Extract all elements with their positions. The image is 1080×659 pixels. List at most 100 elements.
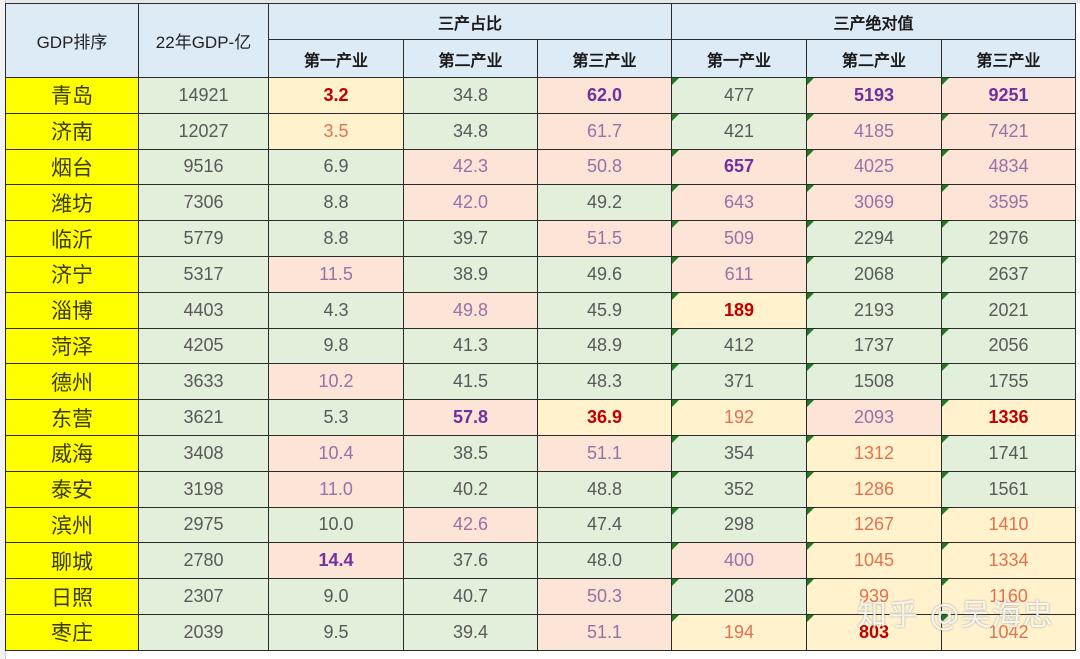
abs-primary-cell[interactable]: 194 [671, 613, 807, 651]
city-cell[interactable]: 东营 [5, 399, 139, 436]
city-cell[interactable]: 聊城 [5, 542, 139, 580]
abs-tertiary-cell[interactable]: 1561 [941, 470, 1076, 508]
header-abs-secondary[interactable]: 第二产业 [806, 39, 942, 78]
gdp-cell[interactable]: 3408 [138, 434, 269, 472]
city-cell[interactable]: 泰安 [5, 470, 139, 508]
header-group-industry-ratio[interactable]: 三产占比 [268, 3, 672, 40]
abs-secondary-cell[interactable]: 2294 [806, 220, 942, 257]
ratio-primary-cell[interactable]: 9.0 [268, 578, 404, 615]
city-cell[interactable]: 滨州 [5, 506, 139, 544]
abs-tertiary-cell[interactable]: 4834 [941, 148, 1076, 186]
abs-secondary-cell[interactable]: 2068 [806, 255, 942, 293]
abs-secondary-cell[interactable]: 2193 [806, 291, 942, 329]
ratio-primary-cell[interactable]: 4.3 [268, 291, 404, 329]
ratio-primary-cell[interactable]: 10.0 [268, 506, 404, 544]
ratio-secondary-cell[interactable]: 34.8 [403, 77, 538, 114]
ratio-tertiary-cell[interactable]: 51.1 [537, 434, 672, 472]
abs-tertiary-cell[interactable]: 3595 [941, 184, 1076, 222]
city-cell[interactable]: 枣庄 [5, 613, 139, 651]
abs-secondary-cell[interactable]: 4185 [806, 112, 942, 150]
ratio-tertiary-cell[interactable]: 51.5 [537, 220, 672, 257]
ratio-tertiary-cell[interactable]: 48.8 [537, 470, 672, 508]
city-cell[interactable]: 济南 [5, 112, 139, 150]
gdp-cell[interactable]: 5779 [138, 220, 269, 257]
ratio-secondary-cell[interactable]: 42.0 [403, 184, 538, 222]
ratio-secondary-cell[interactable]: 38.9 [403, 255, 538, 293]
gdp-cell[interactable]: 2307 [138, 578, 269, 615]
abs-primary-cell[interactable]: 611 [671, 255, 807, 293]
abs-primary-cell[interactable]: 657 [671, 148, 807, 186]
abs-primary-cell[interactable]: 509 [671, 220, 807, 257]
city-cell[interactable]: 威海 [5, 434, 139, 472]
abs-primary-cell[interactable]: 352 [671, 470, 807, 508]
gdp-cell[interactable]: 3621 [138, 399, 269, 436]
ratio-primary-cell[interactable]: 9.5 [268, 613, 404, 651]
ratio-secondary-cell[interactable]: 40.7 [403, 578, 538, 615]
abs-tertiary-cell[interactable]: 2976 [941, 220, 1076, 257]
city-cell[interactable]: 潍坊 [5, 184, 139, 222]
abs-primary-cell[interactable]: 189 [671, 291, 807, 329]
ratio-tertiary-cell[interactable]: 49.2 [537, 184, 672, 222]
abs-secondary-cell[interactable]: 4025 [806, 148, 942, 186]
ratio-tertiary-cell[interactable]: 48.3 [537, 363, 672, 401]
city-cell[interactable]: 烟台 [5, 148, 139, 186]
abs-tertiary-cell[interactable]: 1755 [941, 363, 1076, 401]
abs-tertiary-cell[interactable]: 1160 [941, 578, 1076, 615]
ratio-secondary-cell[interactable]: 49.8 [403, 291, 538, 329]
abs-secondary-cell[interactable]: 1312 [806, 434, 942, 472]
city-cell[interactable]: 临沂 [5, 220, 139, 257]
abs-secondary-cell[interactable]: 1286 [806, 470, 942, 508]
ratio-primary-cell[interactable]: 3.5 [268, 112, 404, 150]
abs-secondary-cell[interactable]: 1508 [806, 363, 942, 401]
ratio-secondary-cell[interactable]: 41.3 [403, 327, 538, 365]
abs-secondary-cell[interactable]: 939 [806, 578, 942, 615]
abs-secondary-cell[interactable]: 1045 [806, 542, 942, 580]
header-group-industry-absolute[interactable]: 三产绝对值 [671, 3, 1076, 40]
ratio-secondary-cell[interactable]: 34.8 [403, 112, 538, 150]
ratio-secondary-cell[interactable]: 38.5 [403, 434, 538, 472]
abs-primary-cell[interactable]: 421 [671, 112, 807, 150]
ratio-primary-cell[interactable]: 14.4 [268, 542, 404, 580]
ratio-secondary-cell[interactable]: 39.4 [403, 613, 538, 651]
city-cell[interactable]: 德州 [5, 363, 139, 401]
gdp-cell[interactable]: 3633 [138, 363, 269, 401]
gdp-cell[interactable]: 3198 [138, 470, 269, 508]
gdp-cell[interactable]: 4403 [138, 291, 269, 329]
ratio-tertiary-cell[interactable]: 61.7 [537, 112, 672, 150]
ratio-secondary-cell[interactable]: 40.2 [403, 470, 538, 508]
gdp-cell[interactable]: 2975 [138, 506, 269, 544]
header-abs-primary[interactable]: 第一产业 [671, 39, 807, 78]
abs-tertiary-cell[interactable]: 9251 [941, 77, 1076, 114]
ratio-primary-cell[interactable]: 10.2 [268, 363, 404, 401]
gdp-cell[interactable]: 12027 [138, 112, 269, 150]
gdp-cell[interactable]: 4205 [138, 327, 269, 365]
abs-tertiary-cell[interactable]: 7421 [941, 112, 1076, 150]
gdp-cell[interactable]: 7306 [138, 184, 269, 222]
ratio-primary-cell[interactable]: 11.5 [268, 255, 404, 293]
ratio-tertiary-cell[interactable]: 50.3 [537, 578, 672, 615]
abs-tertiary-cell[interactable]: 1741 [941, 434, 1076, 472]
abs-tertiary-cell[interactable]: 2056 [941, 327, 1076, 365]
abs-primary-cell[interactable]: 400 [671, 542, 807, 580]
ratio-primary-cell[interactable]: 8.8 [268, 184, 404, 222]
abs-secondary-cell[interactable]: 2093 [806, 399, 942, 436]
gdp-cell[interactable]: 2039 [138, 613, 269, 651]
abs-primary-cell[interactable]: 412 [671, 327, 807, 365]
city-cell[interactable]: 日照 [5, 578, 139, 615]
gdp-cell[interactable]: 14921 [138, 77, 269, 114]
abs-tertiary-cell[interactable]: 2021 [941, 291, 1076, 329]
abs-primary-cell[interactable]: 477 [671, 77, 807, 114]
abs-tertiary-cell[interactable]: 1334 [941, 542, 1076, 580]
ratio-tertiary-cell[interactable]: 36.9 [537, 399, 672, 436]
city-cell[interactable]: 青岛 [5, 77, 139, 114]
abs-primary-cell[interactable]: 643 [671, 184, 807, 222]
abs-secondary-cell[interactable]: 5193 [806, 77, 942, 114]
ratio-secondary-cell[interactable]: 39.7 [403, 220, 538, 257]
abs-primary-cell[interactable]: 371 [671, 363, 807, 401]
city-cell[interactable]: 济宁 [5, 255, 139, 293]
ratio-secondary-cell[interactable]: 42.6 [403, 506, 538, 544]
gdp-cell[interactable]: 5317 [138, 255, 269, 293]
ratio-secondary-cell[interactable]: 42.3 [403, 148, 538, 186]
abs-tertiary-cell[interactable]: 1042 [941, 613, 1076, 651]
abs-secondary-cell[interactable]: 1267 [806, 506, 942, 544]
